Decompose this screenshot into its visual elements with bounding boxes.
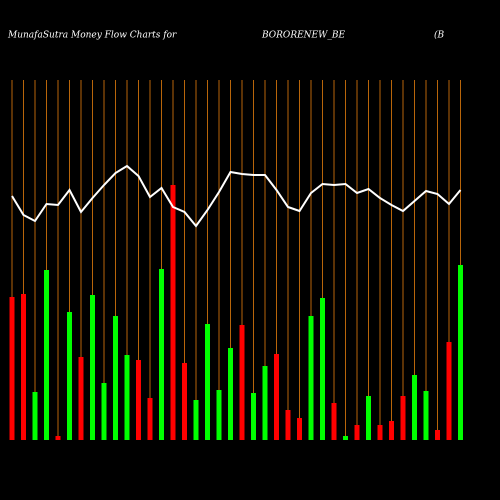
- subtitle: (B: [434, 30, 445, 41]
- bar: [320, 298, 325, 440]
- symbol: BORORENEW_BE: [261, 31, 345, 41]
- bar: [435, 430, 440, 440]
- bar: [205, 324, 210, 440]
- price-line: [11, 164, 462, 228]
- bar: [308, 316, 314, 440]
- bar: [124, 355, 130, 440]
- bar: [297, 418, 302, 440]
- bar: [251, 393, 256, 440]
- bar: [331, 403, 337, 440]
- bar: [446, 342, 452, 440]
- bar: [458, 265, 463, 440]
- bar: [377, 425, 383, 440]
- bar: [285, 410, 291, 440]
- bar: [412, 375, 417, 440]
- bar: [216, 390, 222, 440]
- bar: [101, 383, 107, 440]
- bar: [170, 185, 176, 440]
- bar: [193, 400, 199, 440]
- bar: [423, 391, 429, 440]
- bar: [9, 297, 15, 440]
- bar: [136, 360, 141, 440]
- bar: [343, 436, 348, 440]
- chart-title: MunafaSutra Money Flow Charts for: [7, 31, 177, 41]
- bar: [78, 357, 84, 440]
- bar: [354, 425, 360, 440]
- bar: [274, 354, 279, 440]
- bar: [262, 366, 268, 440]
- bar: [389, 421, 394, 440]
- bar: [55, 436, 61, 440]
- bar: [67, 312, 72, 440]
- bar: [228, 348, 233, 440]
- bar: [400, 396, 406, 440]
- bar: [366, 396, 371, 440]
- bar: [147, 398, 153, 440]
- bar: [113, 316, 118, 440]
- bar: [90, 295, 95, 440]
- bar: [32, 392, 38, 440]
- bar: [182, 363, 187, 440]
- bar: [21, 294, 26, 440]
- bar: [44, 270, 49, 440]
- bar: [159, 269, 164, 440]
- bar: [239, 325, 245, 440]
